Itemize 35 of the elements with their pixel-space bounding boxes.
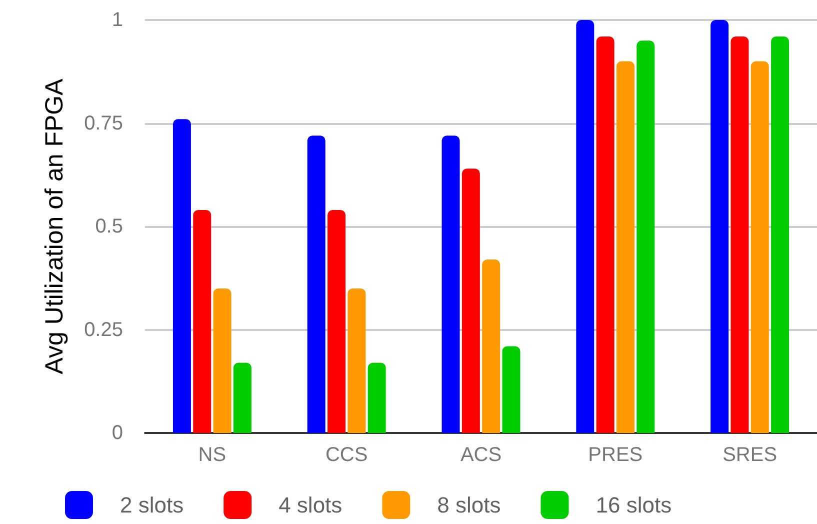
legend-label: 2 slots xyxy=(120,492,184,518)
legend-label: 4 slots xyxy=(278,492,342,518)
x-tick-label: NS xyxy=(198,444,226,466)
bar xyxy=(576,20,594,433)
legend-label: 8 slots xyxy=(437,492,501,518)
bar xyxy=(482,260,500,433)
bar xyxy=(750,61,769,433)
bar xyxy=(710,20,729,433)
x-tick-label: ACS xyxy=(460,444,502,466)
bar xyxy=(771,36,790,433)
y-tick-label: 0.75 xyxy=(84,112,123,134)
bar xyxy=(213,288,232,433)
x-tick-label: PRES xyxy=(588,444,643,466)
bar xyxy=(328,210,346,433)
bar xyxy=(616,61,634,433)
y-tick-label: 1 xyxy=(112,9,123,31)
bar xyxy=(233,362,252,433)
bar xyxy=(730,36,749,433)
y-axis-title: Avg Utilization of an FPGA xyxy=(40,78,68,374)
legend-label: 16 slots xyxy=(596,492,672,518)
y-tick-label: 0.25 xyxy=(84,318,123,341)
y-tick-label: 0 xyxy=(112,422,123,444)
bar xyxy=(368,362,386,433)
bar xyxy=(462,168,480,433)
bar xyxy=(307,136,326,433)
bar xyxy=(636,40,655,433)
x-tick-label: SRES xyxy=(722,444,778,466)
bar xyxy=(172,119,191,433)
bar xyxy=(596,36,614,433)
x-tick-label: CCS xyxy=(325,444,368,466)
bar xyxy=(193,210,212,433)
y-tick-label: 0.5 xyxy=(95,216,123,238)
bar xyxy=(348,288,366,433)
bar xyxy=(442,136,460,433)
bar xyxy=(502,346,520,433)
